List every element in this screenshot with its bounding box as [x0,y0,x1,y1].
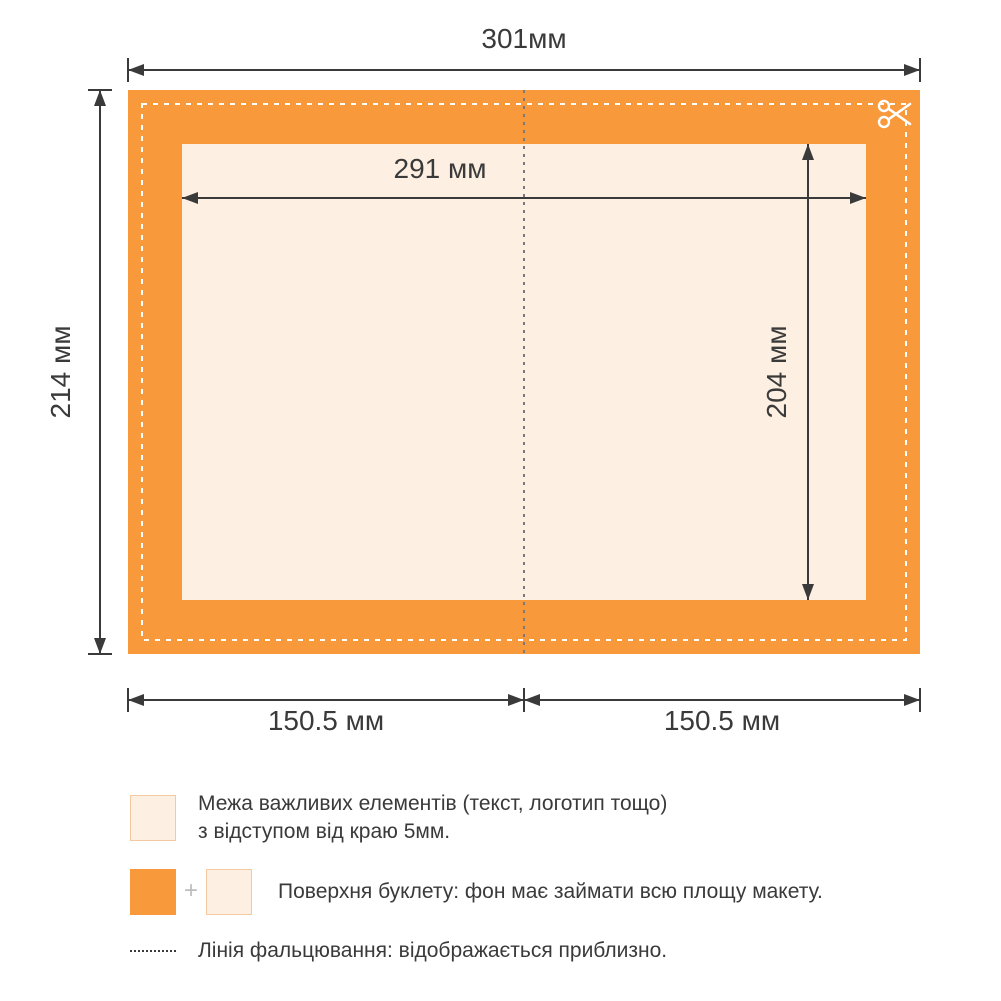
layout-diagram: 301мм 214 мм 291 мм 204 мм 150.5 мм 150.5 мм [0,0,1001,760]
dim-inner-width-label: 291 мм [394,153,487,184]
legend-item-surface: + Поверхня буклету: фон має займати всю … [130,869,950,915]
swatch-safe-area [130,795,176,841]
swatch-pair: + [130,869,252,915]
plus-icon: + [176,875,206,907]
dim-total-height-label: 214 мм [45,326,76,419]
swatch-fold-line [130,950,176,952]
swatch-bleed [130,869,176,915]
dim-half-right-label: 150.5 мм [664,705,780,736]
dim-half-left-label: 150.5 мм [268,705,384,736]
legend-text-fold: Лінія фальцювання: відображається прибли… [198,937,667,965]
dim-inner-height-label: 204 мм [761,326,792,419]
legend: Межа важливих елементів (текст, логотип … [130,790,950,987]
dim-total-width-label: 301мм [481,23,566,54]
legend-text-safe-area: Межа важливих елементів (текст, логотип … [198,790,667,847]
legend-text-surface: Поверхня буклету: фон має займати всю пл… [278,878,823,906]
legend-item-safe-area: Межа важливих елементів (текст, логотип … [130,790,950,847]
legend-item-fold: Лінія фальцювання: відображається прибли… [130,937,950,965]
swatch-safe-area-2 [206,869,252,915]
